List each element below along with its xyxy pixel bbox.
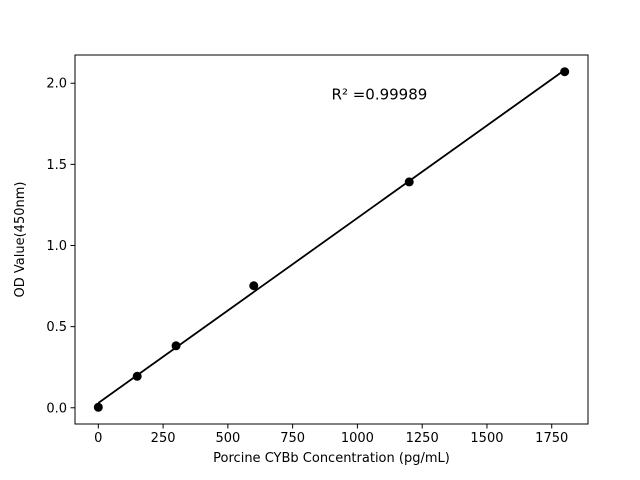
data-point (404, 177, 414, 187)
y-axis-label: OD Value(450nm) (13, 182, 28, 298)
x-tick-label: 1750 (535, 431, 568, 446)
y-tick-label: 1.0 (46, 239, 67, 254)
x-tick-label: 250 (151, 431, 176, 446)
x-tick-label: 0 (94, 431, 102, 446)
y-tick-label: 2.0 (46, 77, 67, 92)
x-tick-label: 1500 (470, 431, 503, 446)
plot-border (74, 54, 589, 425)
data-point (171, 341, 181, 351)
x-axis-label: Porcine CYBb Concentration (pg/mL) (213, 451, 450, 466)
data-point (249, 281, 259, 291)
data-point (132, 371, 142, 381)
r-squared-annotation: R² =0.99989 (332, 85, 428, 103)
data-point (93, 402, 103, 412)
x-tick-label: 1000 (341, 431, 374, 446)
y-tick-label: 0.5 (46, 320, 67, 335)
x-tick-label: 750 (280, 431, 305, 446)
data-point (560, 67, 570, 77)
x-tick-label: 500 (215, 431, 240, 446)
y-tick-label: 1.5 (46, 158, 67, 173)
x-tick-label: 1250 (406, 431, 439, 446)
y-tick-label: 0.0 (46, 401, 67, 416)
